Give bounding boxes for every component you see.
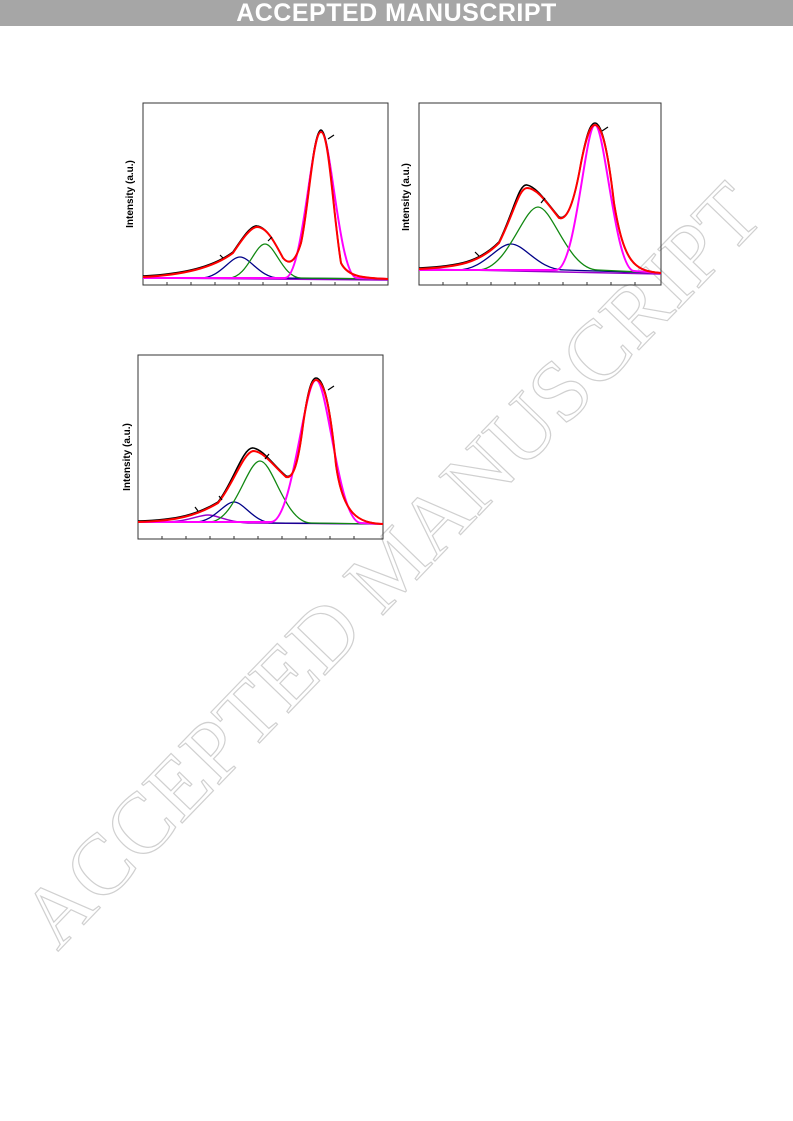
watermark: ACCEPTED MANUSCRIPT — [2, 165, 780, 966]
frame — [418, 102, 662, 286]
peak — [419, 123, 662, 274]
measured — [142, 129, 389, 280]
peak — [138, 460, 384, 525]
ticks — [442, 282, 636, 285]
peak — [419, 243, 662, 274]
y-axis-label: Intensity (a.u.) — [125, 160, 136, 228]
frame — [137, 354, 384, 540]
measured — [418, 122, 662, 274]
arrows — [194, 385, 335, 512]
envelope — [418, 123, 662, 274]
arrows — [219, 134, 335, 259]
arrows — [474, 126, 609, 257]
peak — [419, 206, 662, 274]
figure-2 — [418, 102, 662, 286]
frame — [142, 102, 389, 286]
envelope — [137, 378, 384, 525]
peak — [143, 129, 389, 280]
y-axis-label: Intensity (a.u.) — [122, 423, 133, 491]
envelope — [142, 130, 389, 280]
figure-3 — [137, 354, 384, 540]
figure-1 — [142, 102, 389, 286]
ticks — [161, 536, 355, 539]
y-axis-label: Intensity (a.u.) — [401, 163, 412, 231]
banner: ACCEPTED MANUSCRIPT — [0, 0, 793, 27]
ticks — [166, 282, 360, 285]
peak — [143, 256, 389, 280]
